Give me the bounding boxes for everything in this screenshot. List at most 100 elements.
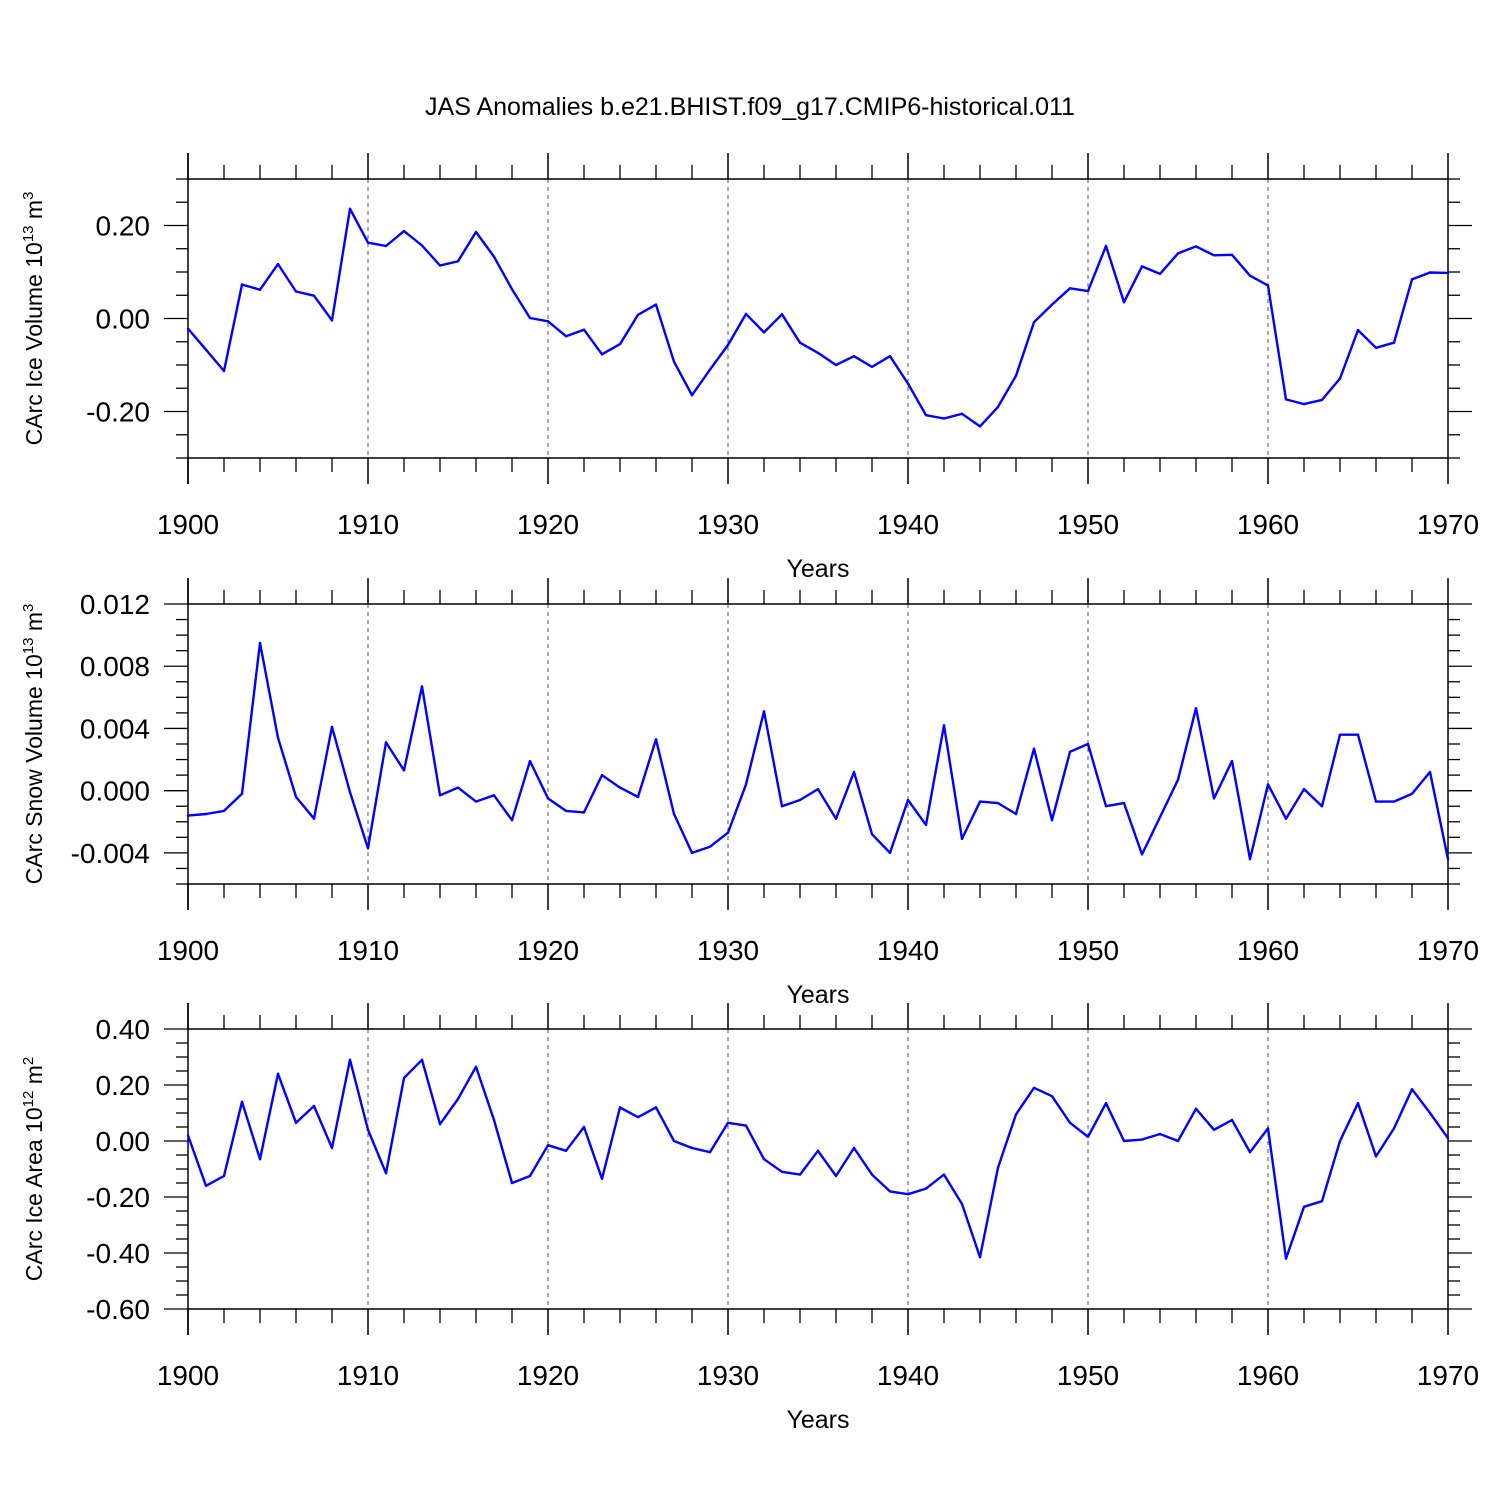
data-point <box>960 412 964 415</box>
data-point <box>1320 398 1324 402</box>
data-point <box>654 303 658 306</box>
data-point <box>564 1149 568 1153</box>
y-tick-label: -0.60 <box>86 1294 150 1325</box>
data-point <box>1050 819 1054 822</box>
data-point <box>1266 284 1270 287</box>
x-tick-label: 1950 <box>1057 1360 1119 1391</box>
data-point <box>1140 853 1144 856</box>
data-point <box>582 811 586 814</box>
data-point <box>780 1170 784 1174</box>
data-point <box>276 262 280 266</box>
data-point <box>528 1174 532 1178</box>
data-point <box>1302 787 1306 791</box>
data-point <box>906 798 910 802</box>
x-tick-label: 1920 <box>517 509 579 540</box>
data-point <box>654 738 658 741</box>
y-axis-label-text: CArc Ice Area 10 <box>21 1107 47 1281</box>
data-point <box>312 1104 316 1108</box>
data-point <box>762 331 766 334</box>
y-axis-label-text: m <box>21 1065 47 1091</box>
x-tick-label: 1970 <box>1417 1360 1479 1391</box>
data-point <box>960 837 964 841</box>
data-point <box>546 320 550 323</box>
data-point <box>312 294 316 297</box>
data-point <box>510 288 514 291</box>
data-point <box>330 725 334 729</box>
y-tick-label: 0.20 <box>96 211 151 242</box>
data-point <box>456 786 460 789</box>
data-point <box>294 290 298 293</box>
data-point <box>474 230 478 234</box>
data-point <box>1140 1138 1144 1141</box>
data-point <box>1410 1088 1414 1091</box>
data-point <box>1230 1118 1234 1122</box>
data-point <box>852 355 856 358</box>
data-point <box>420 244 424 247</box>
x-tick-label: 1910 <box>337 935 399 966</box>
data-point <box>672 360 676 363</box>
data-point <box>870 833 874 836</box>
data-point <box>762 710 766 713</box>
data-point <box>906 1193 910 1196</box>
ice-area-panel: -0.60 -0.40 -0.20 0.00 0.20 0.40 1900 1910 1920 1… <box>20 1003 1479 1434</box>
data-point <box>1212 1128 1216 1132</box>
data-point <box>1194 245 1198 248</box>
data-point <box>1374 800 1378 803</box>
data-point <box>1140 265 1144 268</box>
x-tick-label: 1960 <box>1237 935 1299 966</box>
data-point <box>1032 1086 1036 1090</box>
y-axis-label-superscript: 3 <box>20 192 37 200</box>
data-point <box>1230 253 1234 256</box>
data-point <box>546 797 550 800</box>
data-point <box>1284 1257 1288 1260</box>
data-point <box>294 1121 298 1125</box>
x-axis-label: Years <box>786 1406 849 1434</box>
data-point <box>456 260 460 263</box>
data-point <box>402 229 406 233</box>
data-point <box>690 394 694 397</box>
data-point <box>204 348 208 351</box>
y-axis-label-text: CArc Snow Volume 10 <box>21 654 47 884</box>
y-tick-label: 0.012 <box>80 589 150 620</box>
data-point <box>1446 1137 1450 1140</box>
data-point <box>564 809 568 813</box>
data-point <box>942 1173 946 1176</box>
data-point <box>456 1097 460 1101</box>
data-point <box>1212 254 1216 257</box>
data-point <box>1266 783 1270 786</box>
data-point <box>1320 805 1324 808</box>
data-point <box>978 1256 982 1259</box>
data-point <box>1284 398 1288 401</box>
data-point <box>1068 287 1072 290</box>
data-point <box>1086 289 1090 293</box>
data-point <box>798 1173 802 1176</box>
series-line <box>186 1058 1449 1260</box>
data-point <box>1032 747 1036 750</box>
y-tick-label: -0.40 <box>86 1238 150 1269</box>
data-point <box>1446 857 1450 861</box>
data-point <box>618 786 622 789</box>
data-point <box>1374 1155 1378 1158</box>
data-point <box>1086 742 1090 746</box>
data-point <box>186 1134 190 1137</box>
chart-title: JAS Anomalies b.e21.BHIST.f09_g17.CMIP6-… <box>425 93 1075 121</box>
data-point <box>906 382 910 385</box>
data-point <box>1338 733 1342 736</box>
data-point <box>762 1158 766 1161</box>
data-point <box>834 1174 838 1178</box>
x-tick-label: 1920 <box>517 1360 579 1391</box>
data-point <box>1122 1139 1126 1143</box>
data-point <box>528 759 532 763</box>
x-tick-label: 1900 <box>157 935 219 966</box>
data-point <box>492 255 496 258</box>
data-point <box>1176 778 1180 781</box>
data-point <box>1068 750 1072 753</box>
data-point <box>204 812 208 816</box>
x-tick-label: 1940 <box>877 935 939 966</box>
x-tick-label: 1930 <box>697 1360 759 1391</box>
data-point <box>384 741 388 744</box>
data-point <box>582 1125 586 1129</box>
y-tick-label: 0.20 <box>96 1070 151 1101</box>
data-point <box>438 1123 442 1126</box>
